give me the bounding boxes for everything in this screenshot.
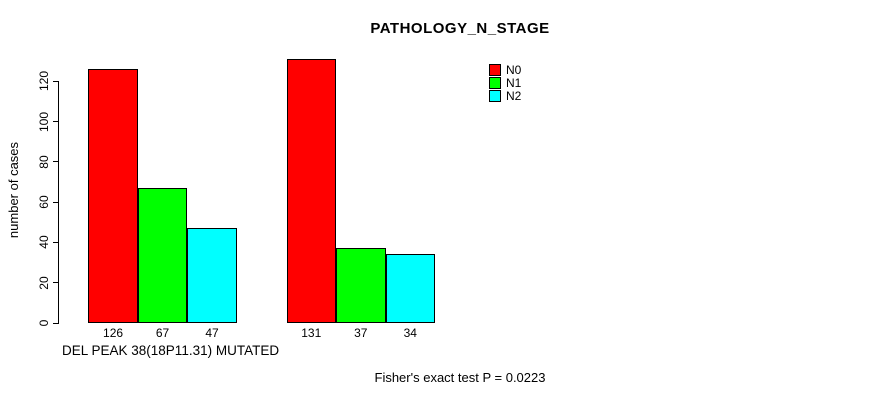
legend-swatch	[489, 76, 501, 89]
x-axis-label: DEL PEAK 38(18P11.31) MUTATED	[62, 343, 280, 358]
y-axis-title: number of cases	[6, 141, 21, 239]
legend: N0 N1 N2	[489, 63, 521, 103]
bar-n2-group1	[187, 228, 237, 323]
legend-item-n2: N2	[489, 90, 521, 103]
legend-label: N0	[506, 62, 522, 77]
bar-n2-group2	[385, 254, 435, 323]
bar-n1-group2	[336, 248, 386, 323]
bar-n0-group2	[286, 59, 336, 323]
y-axis-tick-label: 60	[37, 195, 51, 209]
y-axis-tick	[53, 241, 59, 243]
bar-value-label: 126	[103, 326, 124, 340]
bar-value-label: 131	[301, 326, 322, 340]
y-axis-tick	[53, 121, 59, 122]
bar-n1-group1	[137, 187, 188, 323]
y-axis-tick-label: 20	[37, 276, 51, 290]
y-axis-tick	[53, 282, 59, 284]
legend-label: N2	[506, 89, 522, 104]
y-axis-tick-label: 120	[37, 71, 51, 92]
legend-item-n0: N0	[489, 63, 521, 76]
bar-value-label: 47	[205, 326, 219, 340]
y-axis-tick	[53, 80, 59, 82]
legend-label: N1	[506, 75, 522, 90]
y-axis-tick-label: 100	[37, 111, 51, 132]
bar-value-label: 34	[403, 326, 417, 340]
legend-swatch	[489, 63, 501, 76]
stats-note: Fisher's exact test P = 0.0223	[374, 370, 546, 385]
y-axis-tick	[53, 161, 59, 163]
y-axis-tick-label: 80	[37, 155, 51, 169]
bar-value-label: 67	[155, 326, 170, 340]
bar-value-label: 37	[354, 326, 368, 340]
legend-swatch	[489, 90, 501, 103]
chart-title: PATHOLOGY_N_STAGE	[370, 20, 550, 37]
legend-item-n1: N1	[489, 76, 521, 89]
bar-n0-group1	[88, 69, 138, 323]
y-axis-tick	[53, 322, 59, 324]
y-axis-tick-label: 0	[37, 319, 51, 327]
y-axis-tick	[53, 201, 59, 203]
y-axis-tick-label: 40	[37, 235, 51, 250]
